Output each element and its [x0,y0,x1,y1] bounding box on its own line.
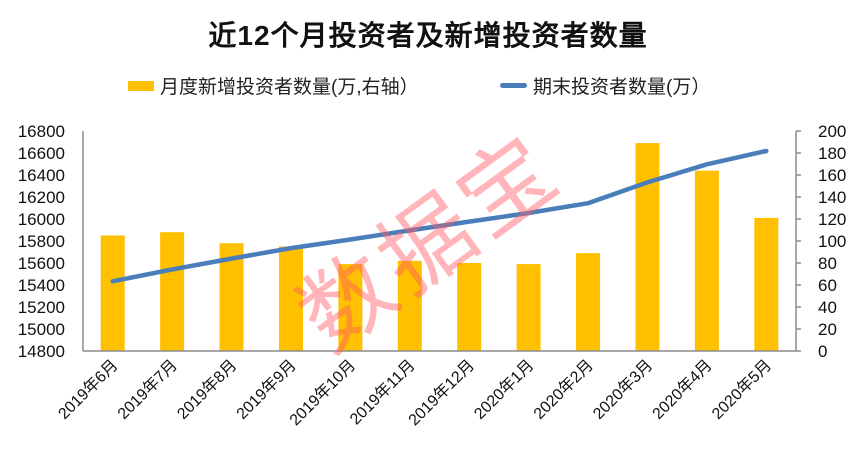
left-axis-tick-label: 15000 [18,320,65,339]
legend-line-label: 期末投资者数量(万） [533,77,711,98]
bar-swatch-icon [128,80,154,91]
bar [457,263,482,351]
bar [160,232,185,351]
bar [100,235,125,351]
x-axis-tick-label: 2020年4月 [649,356,716,423]
left-axis-tick-label: 15800 [18,232,65,251]
x-axis-tick-label: 2020年1月 [471,356,538,423]
legend-item-line: 期末投资者数量(万） [500,72,710,99]
left-axis-tick-label: 14800 [18,342,65,361]
bar [576,253,601,351]
bar [338,264,363,351]
left-axis-tick-label: 15600 [18,254,65,273]
right-axis-tick-label: 140 [818,188,846,207]
right-axis-tick-label: 0 [818,342,827,361]
left-axis-tick-label: 16800 [18,122,65,141]
x-axis-tick-label: 2020年5月 [708,356,775,423]
x-axis-tick-label: 2019年7月 [114,356,181,423]
right-axis-tick-label: 60 [818,276,837,295]
right-axis-tick-label: 40 [818,298,837,317]
left-axis-tick-label: 15200 [18,298,65,317]
legend-item-bar: 月度新增投资者数量(万,右轴） [128,72,419,99]
line-series [110,148,769,284]
bar [516,264,541,351]
right-axis-tick-label: 80 [818,254,837,273]
legend: 月度新增投资者数量(万,右轴） 期末投资者数量(万） [0,72,856,102]
x-axis-tick-label: 2019年6月 [55,356,122,423]
right-axis-tick-label: 180 [818,144,846,163]
right-axis-tick-label: 100 [818,232,846,251]
x-axis-tick-label: 2019年8月 [174,356,241,423]
x-axis-tick-label: 2020年2月 [530,356,597,423]
line-swatch-icon [500,83,527,88]
bar [278,246,303,351]
legend-bar-label: 月度新增投资者数量(万,右轴） [160,77,419,98]
bar [754,217,779,351]
left-axis-tick-label: 16200 [18,188,65,207]
right-axis-tick-label: 160 [818,166,846,185]
bar [635,143,660,351]
x-axis-tick-label: 2020年3月 [589,356,656,423]
bar [694,170,719,351]
left-axis-tick-label: 16400 [18,166,65,185]
chart-title: 近12个月投资者及新增投资者数量 [208,20,648,51]
right-axis-tick-label: 120 [818,210,846,229]
bar [397,260,422,351]
left-axis-tick-label: 16000 [18,210,65,229]
left-axis-tick-label: 15400 [18,276,65,295]
right-axis-tick-label: 200 [818,122,846,141]
left-axis-tick-label: 16600 [18,144,65,163]
right-axis-tick-label: 20 [818,320,837,339]
